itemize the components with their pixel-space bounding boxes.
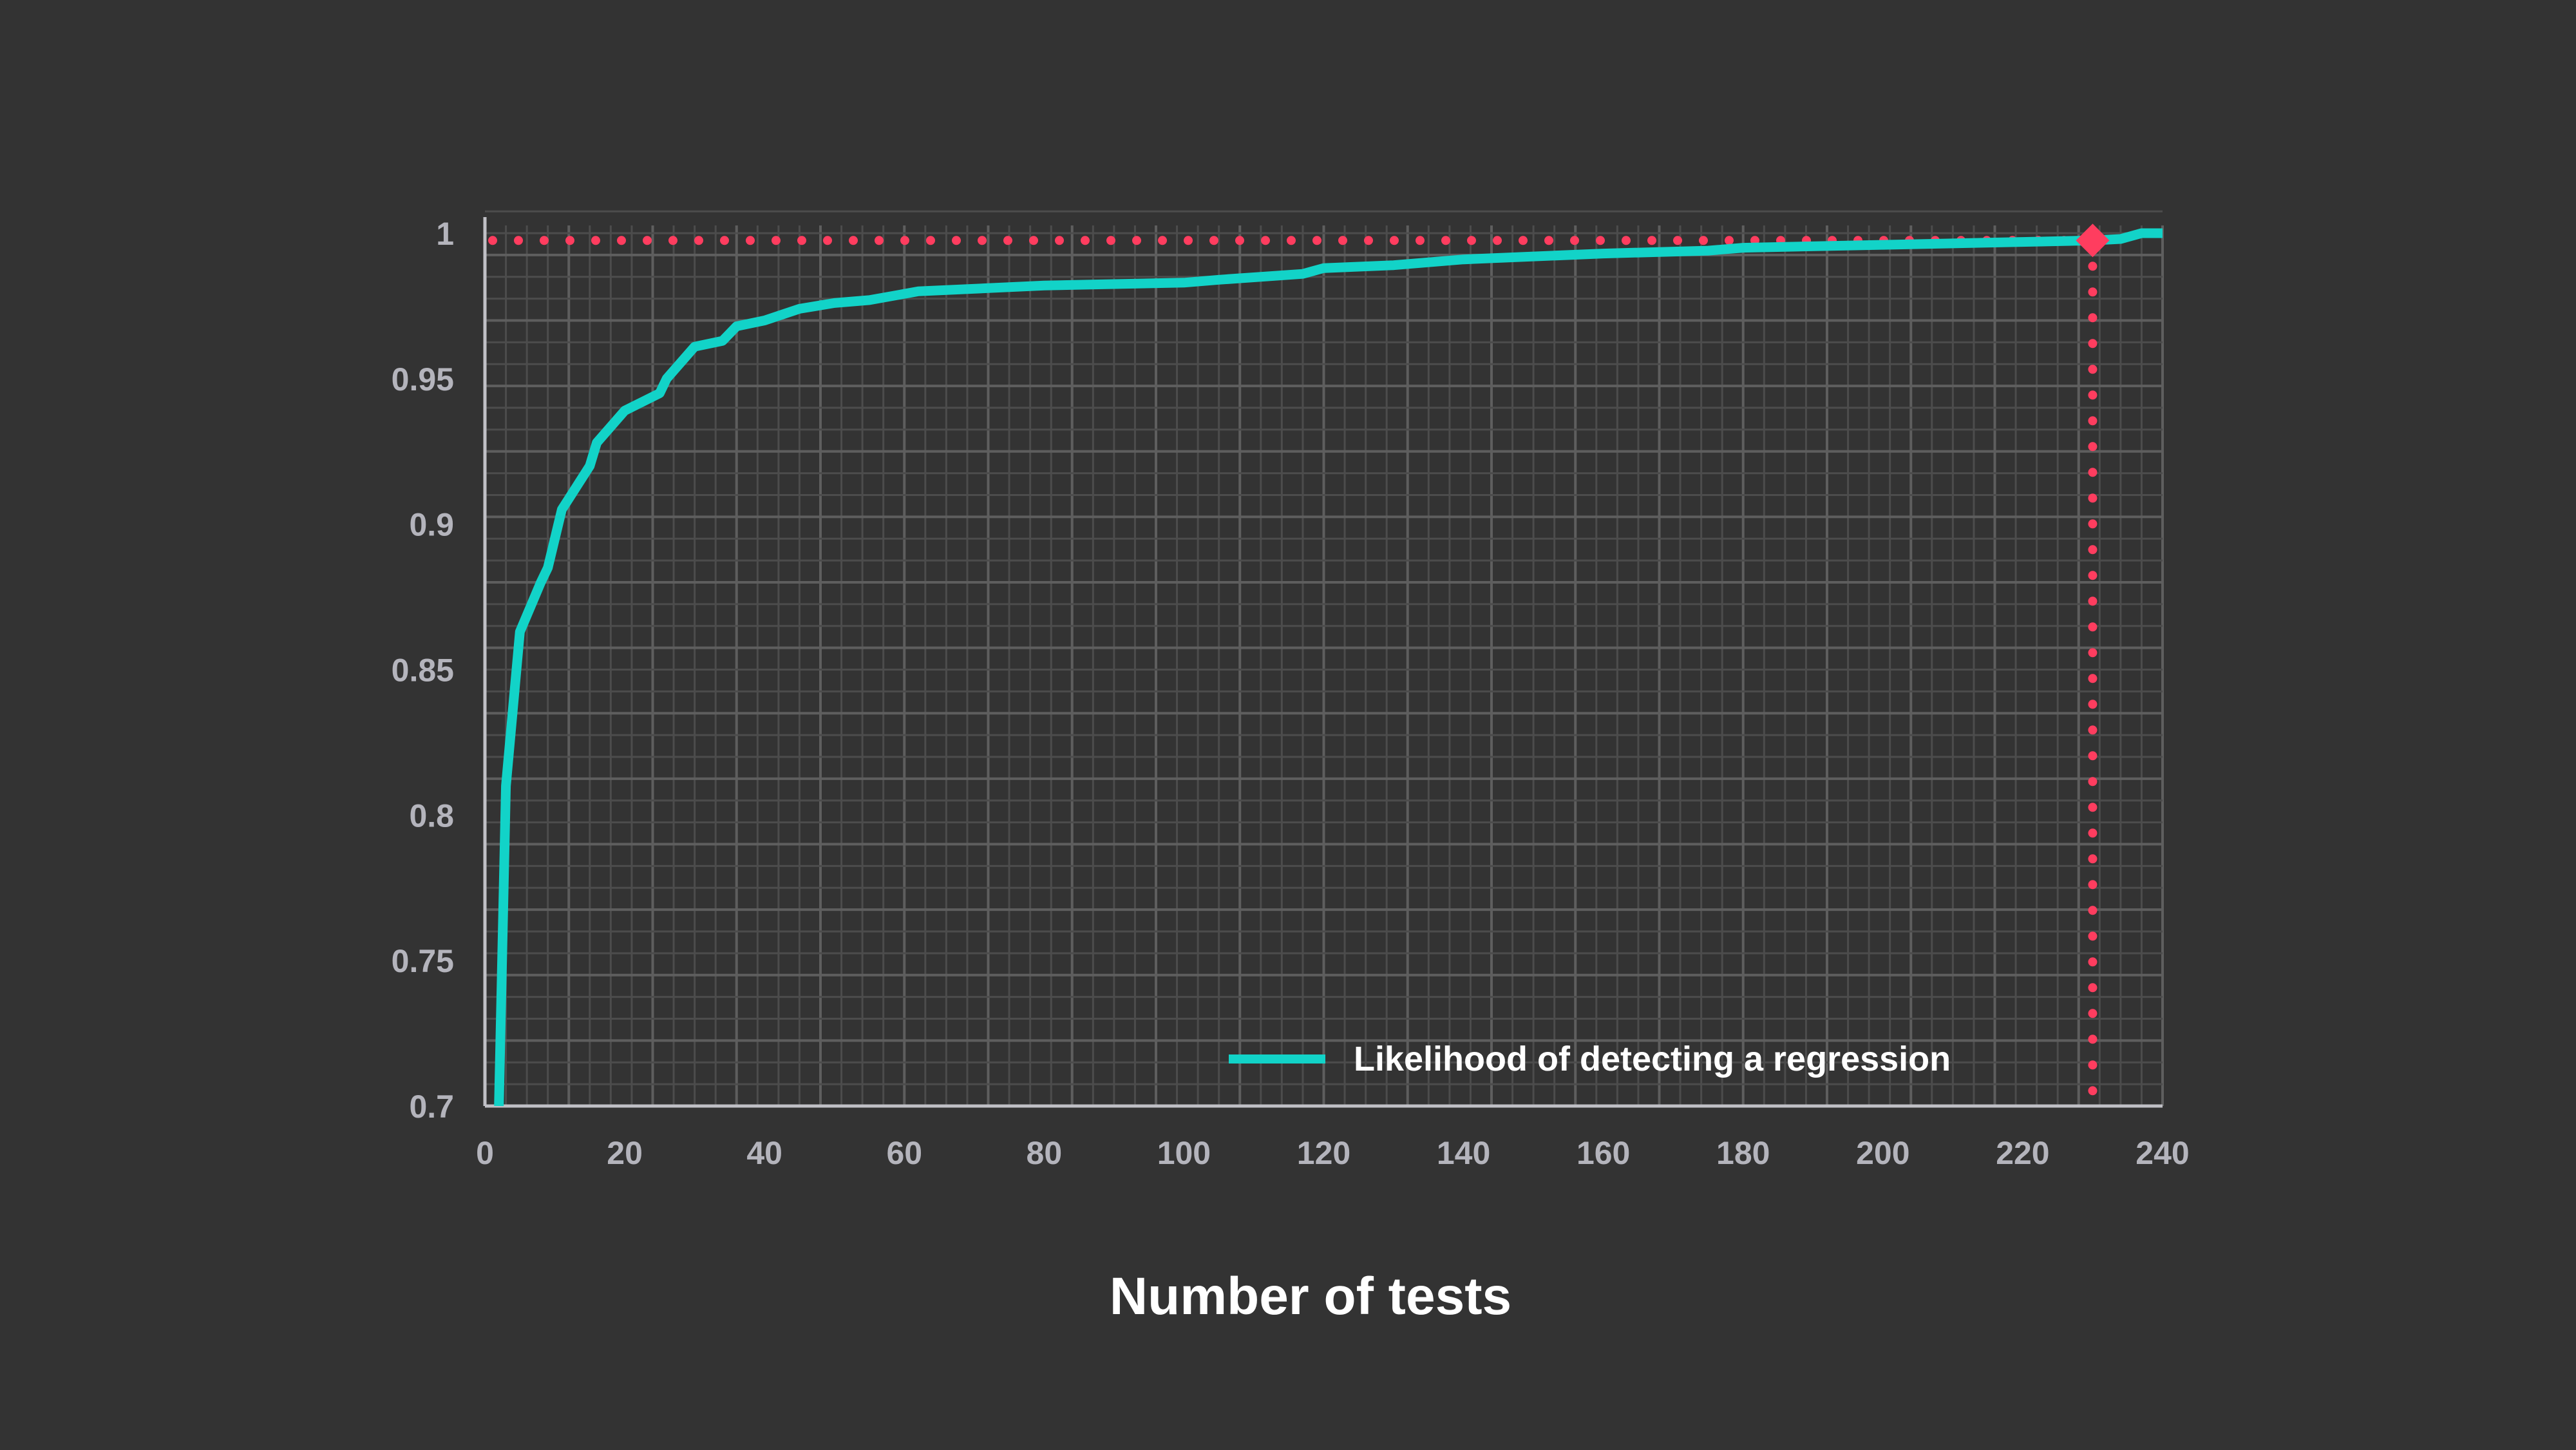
- y-tick-label: 0.8: [409, 797, 454, 834]
- series-layer: [494, 224, 2163, 1107]
- x-tick-label: 40: [746, 1135, 782, 1171]
- y-tick-label: 1: [436, 216, 454, 252]
- marker-diamond: [2076, 224, 2110, 258]
- x-tick-label: 60: [886, 1135, 922, 1171]
- x-tick-label: 20: [607, 1135, 643, 1171]
- x-tick-label: 140: [1437, 1135, 1490, 1171]
- x-tick-label: 180: [1716, 1135, 1770, 1171]
- y-tick-label: 0.95: [392, 361, 454, 397]
- y-tick-label: 0.9: [409, 507, 454, 543]
- x-tick-label: 80: [1027, 1135, 1063, 1171]
- x-tick-label: 200: [1856, 1135, 1909, 1171]
- x-tick-label: 0: [476, 1135, 494, 1171]
- axes: [483, 217, 2163, 1108]
- x-tick-label: 120: [1297, 1135, 1350, 1171]
- x-tick-label: 100: [1157, 1135, 1211, 1171]
- x-axis-label: Number of tests: [1110, 1267, 1511, 1326]
- series-line: [494, 228, 2163, 1107]
- y-tick-label: 0.7: [409, 1089, 454, 1125]
- x-tick-label: 240: [2136, 1135, 2189, 1171]
- y-tick-label: 0.85: [392, 653, 454, 689]
- tick-labels: 0 20 40 60 80 100 120 140 160 180 200 220 240 0.7 0.75…: [392, 216, 2190, 1171]
- reference-lines: [488, 236, 2098, 1111]
- x-tick-label: 220: [1996, 1135, 2049, 1171]
- legend: Likelihood of detecting a regression: [1229, 1040, 1951, 1078]
- legend-label: Likelihood of detecting a regression: [1354, 1040, 1951, 1078]
- y-tick-label: 0.75: [392, 943, 454, 979]
- grid: [484, 210, 2164, 1107]
- x-tick-label: 160: [1577, 1135, 1630, 1171]
